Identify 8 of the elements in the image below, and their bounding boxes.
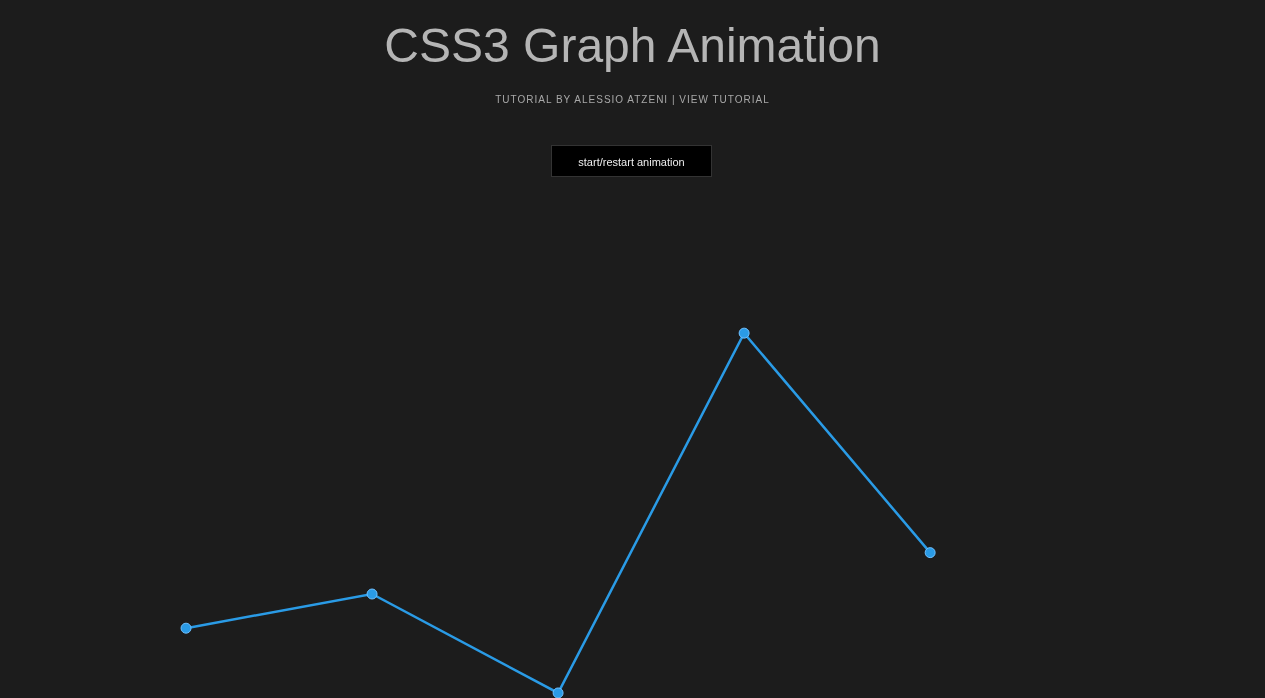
point [738, 327, 750, 339]
point [552, 687, 564, 698]
chart-title: CSS3 Graph Animation [383, 18, 882, 73]
start-button: start/restart animation [551, 145, 712, 177]
point [180, 622, 192, 634]
point [924, 547, 936, 559]
point [366, 588, 378, 600]
chart-subtitle: TUTORIAL BY ALESSIO ATZENI | VIEW TUTORIAL [494, 94, 771, 105]
